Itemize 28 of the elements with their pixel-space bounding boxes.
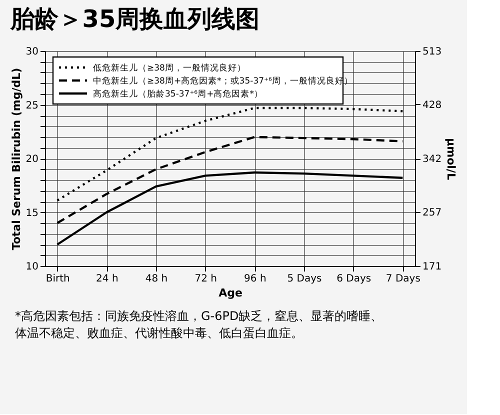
x-tick-label: 48 h: [145, 274, 168, 284]
line-series: [56, 171, 404, 246]
y-tick-label: 15: [26, 208, 38, 219]
x-tick-label: 6 Days: [336, 274, 372, 284]
legend-label: 中危新生儿（≥38周+高危因素*；或35-37⁺⁶周，一般情况良好）: [93, 76, 353, 86]
y-tick-label: 30: [26, 46, 38, 58]
text: *高危因素包括：同族免疫性溶血，G-6PD缺乏，窒息、显著的嗜睡、体温不稳定、败血症、代谢性酸中毒、低白蛋白血症。: [15, 309, 383, 340]
y-tick-label: 10: [26, 262, 38, 272]
legend-label: 高危新生儿（胎龄35-37⁺⁶周+高危因素*）: [93, 88, 263, 100]
y2-axis-title: μmol/L: [444, 138, 458, 180]
y2-tick-label: 171: [422, 262, 442, 272]
y-tick-label: 25: [26, 100, 38, 112]
y2-tick-label: 257: [422, 207, 442, 218]
legend-label: 低危新生儿（≥38周，一般情况良好）: [93, 62, 246, 74]
y-axis-title: Total Serum Bilirubin (mg/dL): [10, 68, 23, 250]
x-axis-title: Age: [218, 286, 242, 300]
x-tick-label: 24 h: [96, 274, 118, 284]
y2-tick-label: 428: [422, 100, 442, 111]
y-tick-label: 20: [26, 154, 38, 165]
y2-tick-label: 342: [422, 154, 442, 165]
x-tick-label: 5 Days: [287, 274, 322, 284]
x-tick-label: 72 h: [194, 274, 217, 284]
y2-tick-label: 513: [422, 46, 442, 58]
x-tick-label: 96 h: [244, 274, 266, 284]
line-series: [56, 106, 404, 202]
x-tick-label: Birth: [46, 274, 70, 284]
chart-title: 胎龄＞35周换血列线图: [9, 5, 260, 33]
x-tick-label: 7 Days: [386, 274, 420, 284]
